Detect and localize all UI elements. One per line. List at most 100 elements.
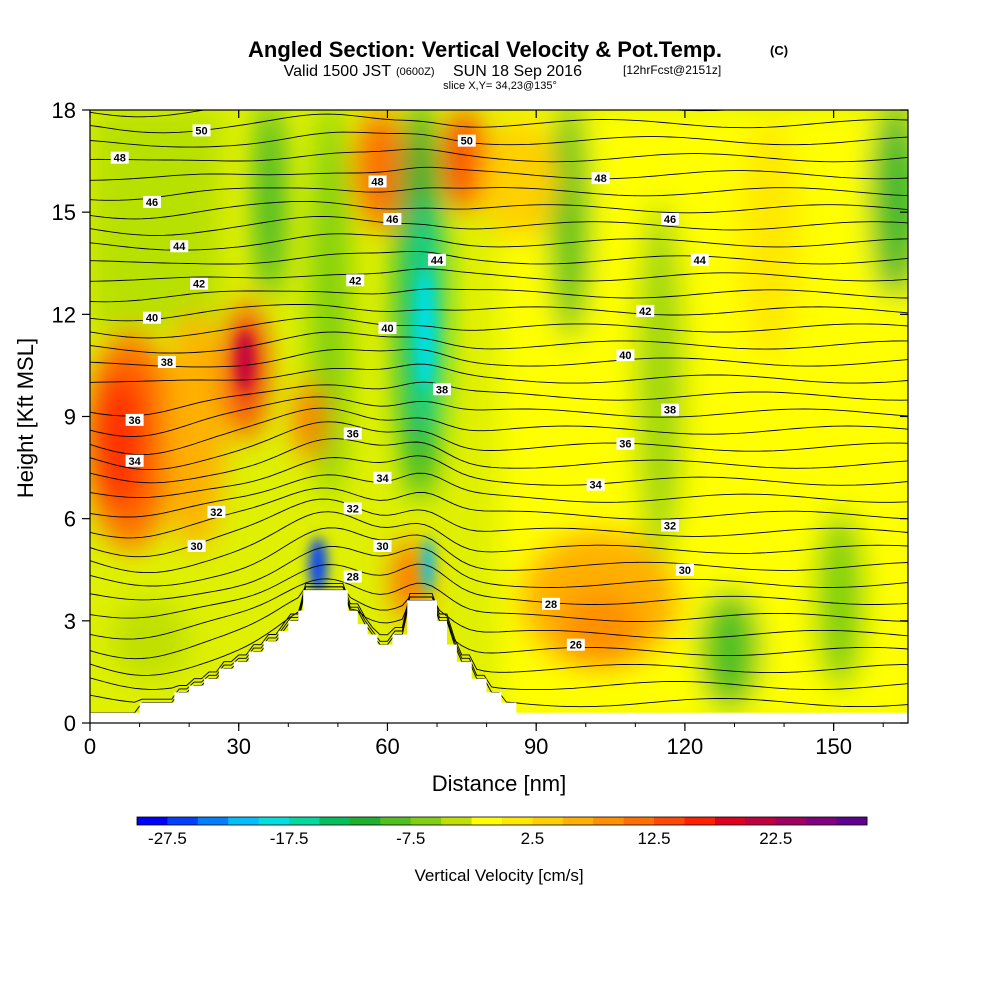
theta-label-text: 38 bbox=[664, 405, 676, 417]
colorbar-swatch bbox=[197, 817, 229, 825]
colorbar-swatch bbox=[349, 817, 381, 825]
theta-label: 46 bbox=[661, 212, 680, 226]
theta-label-text: 40 bbox=[619, 350, 631, 362]
theta-line bbox=[90, 303, 908, 322]
theta-label: 50 bbox=[457, 134, 476, 148]
slice-label: slice X,Y= 34,23@135° bbox=[443, 80, 557, 92]
theta-label: 30 bbox=[187, 539, 206, 553]
colorbar-swatch bbox=[502, 817, 533, 825]
theta-label-text: 28 bbox=[347, 572, 359, 584]
theta-line bbox=[90, 268, 908, 282]
valid-utc: (0600Z) bbox=[396, 66, 435, 78]
theta-label-text: 30 bbox=[679, 565, 691, 577]
theta-label-text: 48 bbox=[114, 153, 126, 165]
y-tick-label: 15 bbox=[52, 200, 76, 225]
theta-label: 48 bbox=[368, 175, 387, 189]
theta-label-text: 38 bbox=[436, 384, 448, 396]
colorbar-frame bbox=[136, 816, 868, 826]
theta-label-text: 32 bbox=[664, 520, 676, 532]
theta-contours bbox=[90, 110, 908, 714]
valid-date: SUN 18 Sep 2016 bbox=[453, 63, 582, 80]
theta-label-text: 42 bbox=[639, 306, 651, 318]
chart-title: Angled Section: Vertical Velocity & Pot.… bbox=[248, 37, 722, 62]
x-axis-label: Distance [nm] bbox=[432, 771, 567, 796]
colorbar-swatch bbox=[684, 817, 716, 825]
theta-label-text: 42 bbox=[193, 279, 205, 291]
colorbar-swatch bbox=[745, 817, 777, 825]
y-tick-label: 12 bbox=[52, 302, 76, 327]
theta-label: 26 bbox=[566, 638, 585, 652]
theta-line bbox=[90, 316, 908, 339]
theta-label: 28 bbox=[542, 597, 561, 611]
theta-label: 32 bbox=[661, 519, 680, 532]
theta-line bbox=[90, 148, 908, 163]
theta-line bbox=[90, 166, 908, 181]
theta-label-text: 40 bbox=[381, 323, 393, 335]
colorbar-swatch bbox=[228, 817, 260, 825]
theta-label: 40 bbox=[616, 349, 635, 362]
theta-label: 38 bbox=[157, 356, 176, 369]
theta-label: 42 bbox=[636, 304, 655, 318]
theta-line bbox=[90, 396, 908, 437]
colorbar-swatch bbox=[593, 817, 625, 825]
theta-line bbox=[90, 200, 908, 220]
colorbar-swatch bbox=[714, 817, 746, 825]
colorbar-swatch bbox=[532, 817, 564, 825]
theta-label-text: 46 bbox=[386, 214, 398, 226]
theta-label-text: 34 bbox=[590, 480, 603, 492]
colorbar-tick-label: 12.5 bbox=[638, 829, 671, 848]
colorbar-swatch bbox=[137, 817, 168, 825]
y-tick-label: 0 bbox=[64, 711, 76, 736]
theta-line bbox=[90, 487, 908, 539]
theta-label-text: 44 bbox=[694, 255, 707, 267]
y-tick-label: 9 bbox=[64, 405, 76, 430]
theta-label-text: 42 bbox=[349, 275, 361, 287]
colorbar-swatch bbox=[380, 817, 412, 825]
theta-line bbox=[90, 578, 908, 640]
theta-line bbox=[90, 363, 908, 384]
theta-label-text: 48 bbox=[595, 173, 607, 185]
theta-label-text: 50 bbox=[461, 136, 473, 148]
theta-line bbox=[90, 348, 908, 368]
heatmap-area: 50 48 46 44 42 40 38 36 34 32 30 48 46 44 42 40 38 36 34 32… bbox=[90, 110, 908, 723]
colorbar-tick-label: -17.5 bbox=[270, 829, 309, 848]
colorbar-swatch bbox=[410, 817, 442, 825]
theta-label: 44 bbox=[428, 253, 447, 267]
theta-label-text: 30 bbox=[190, 541, 202, 553]
colorbar-swatch bbox=[258, 817, 290, 825]
colorbar-swatch bbox=[775, 817, 807, 825]
theta-label-text: 46 bbox=[146, 197, 158, 209]
colorbar-tick-label: 2.5 bbox=[521, 829, 545, 848]
theta-label-text: 46 bbox=[664, 214, 676, 226]
theta-label: 30 bbox=[675, 563, 694, 577]
theta-label: 32 bbox=[343, 502, 362, 515]
theta-line bbox=[90, 546, 908, 601]
terrain-mask bbox=[90, 590, 908, 723]
theta-label-text: 26 bbox=[570, 640, 582, 652]
colorbar-label: Vertical Velocity [cm/s] bbox=[414, 866, 583, 885]
theta-line bbox=[90, 586, 908, 660]
theta-label-text: 36 bbox=[619, 439, 631, 451]
theta-line bbox=[90, 187, 908, 201]
y-tick-label: 6 bbox=[64, 507, 76, 532]
theta-line bbox=[90, 407, 908, 456]
theta-line bbox=[90, 233, 908, 251]
chart-title-suffix: (C) bbox=[770, 43, 788, 58]
theta-label: 42 bbox=[346, 274, 365, 287]
y-axis-label: Height [Kft MSL] bbox=[13, 338, 38, 498]
theta-label: 36 bbox=[343, 427, 362, 441]
colorbar-swatch bbox=[654, 817, 685, 825]
theta-label-text: 34 bbox=[376, 473, 389, 485]
theta-label: 28 bbox=[343, 570, 362, 584]
theta-line bbox=[90, 331, 908, 354]
y-tick-label: 18 bbox=[52, 98, 76, 123]
theta-label: 40 bbox=[378, 321, 397, 335]
theta-line bbox=[90, 215, 908, 236]
x-tick-label: 90 bbox=[524, 734, 548, 759]
theta-label: 38 bbox=[432, 383, 451, 396]
theta-label-text: 36 bbox=[347, 429, 359, 441]
colorbar-tick-label: 22.5 bbox=[759, 829, 792, 848]
theta-label: 34 bbox=[586, 478, 605, 492]
theta-label: 46 bbox=[142, 195, 161, 209]
colorbar-swatch bbox=[319, 817, 351, 825]
